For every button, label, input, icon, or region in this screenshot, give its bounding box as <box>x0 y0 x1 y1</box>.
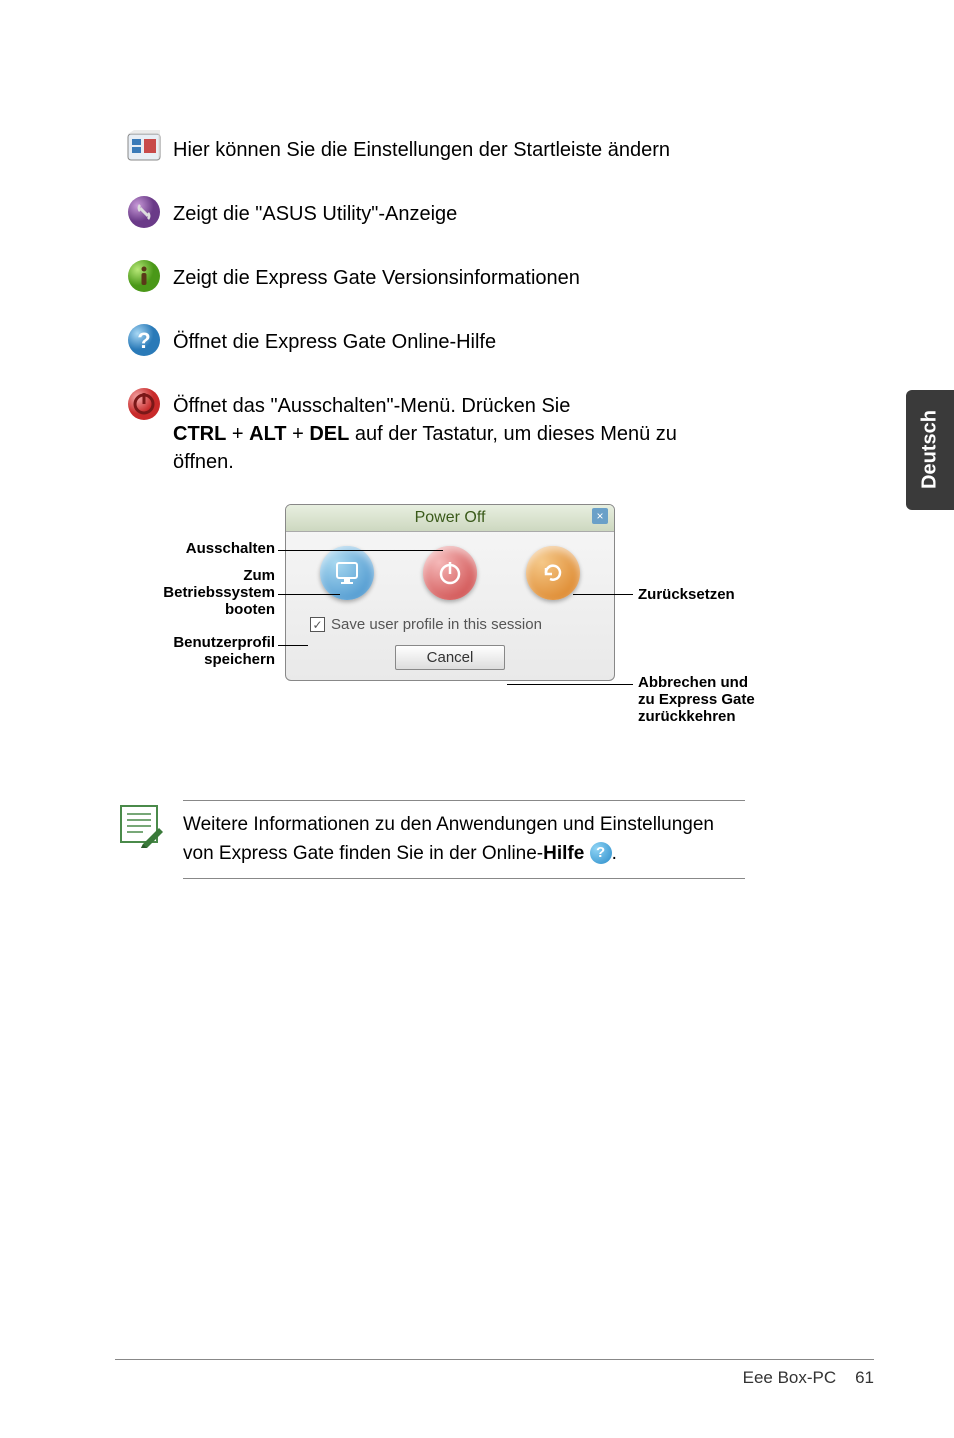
plus: + <box>287 423 310 445</box>
key-del: DEL <box>309 423 349 445</box>
callout-text: booten <box>225 601 275 618</box>
power-off-dialog: Power Off × ✓ Save user pr <box>285 504 615 681</box>
callout-line <box>573 594 633 595</box>
callout-line <box>278 594 340 595</box>
feature-row: Zeigt die Express Gate Versionsinformati… <box>115 258 735 294</box>
callout-shutdown: Ausschalten <box>160 540 275 557</box>
note-period: . <box>612 843 617 864</box>
callout-cancel: Abbrechen und zu Express Gate zurückkehr… <box>638 674 755 725</box>
feature-text: Hier können Sie die Einstellungen der St… <box>173 130 735 164</box>
reset-button[interactable] <box>526 546 580 600</box>
feature-text: Öffnet die Express Gate Online-Hilfe <box>173 322 735 356</box>
note-help-bold: Hilfe <box>543 843 584 864</box>
callout-reset: Zurücksetzen <box>638 586 735 603</box>
footer-page: 61 <box>855 1368 874 1387</box>
language-tab: Deutsch <box>906 390 954 510</box>
help-icon: ? <box>590 842 612 864</box>
callout-text: speichern <box>204 651 275 668</box>
callout-line <box>507 684 633 685</box>
dialog-figure: Power Off × ✓ Save user pr <box>115 504 755 774</box>
feature-row: Öffnet das "Ausschalten"-Menü. Drücken S… <box>115 386 735 476</box>
power-icon <box>115 386 173 422</box>
callout-text: Benutzerprofil <box>173 634 275 651</box>
callout-text: Zum <box>243 567 275 584</box>
cancel-button[interactable]: Cancel <box>395 645 505 670</box>
dialog-title-text: Power Off <box>415 509 486 526</box>
dialog-titlebar: Power Off × <box>286 505 614 532</box>
feature-text: Zeigt die "ASUS Utility"-Anzeige <box>173 194 735 228</box>
feature-row: Hier können Sie die Einstellungen der St… <box>115 130 735 166</box>
info-icon <box>115 258 173 294</box>
shutdown-button[interactable] <box>423 546 477 600</box>
button-row <box>296 546 604 600</box>
plus: + <box>226 423 249 445</box>
save-profile-checkbox[interactable]: ✓ <box>310 617 325 632</box>
feature-row: Zeigt die "ASUS Utility"-Anzeige <box>115 194 735 230</box>
note-line2-pre: von Express Gate finden Sie in der Onlin… <box>183 843 543 864</box>
callout-line <box>278 550 443 551</box>
feature-text: Öffnet das "Ausschalten"-Menü. Drücken S… <box>173 386 735 476</box>
note-icon <box>115 800 163 853</box>
save-profile-label: Save user profile in this session <box>331 616 542 633</box>
page-footer: Eee Box-PC 61 <box>115 1359 874 1388</box>
power-text-prefix: Öffnet das "Ausschalten"-Menü. Drücken S… <box>173 395 570 417</box>
key-ctrl: CTRL <box>173 423 226 445</box>
utility-icon <box>115 194 173 230</box>
note-line1: Weitere Informationen zu den Anwendungen… <box>183 814 714 835</box>
content-area: Hier können Sie die Einstellungen der St… <box>115 130 735 774</box>
dialog-body: ✓ Save user profile in this session Canc… <box>286 532 614 680</box>
save-profile-row: ✓ Save user profile in this session <box>296 616 604 633</box>
note-box: Weitere Informationen zu den Anwendungen… <box>115 800 745 879</box>
feature-text: Zeigt die Express Gate Versionsinformati… <box>173 258 735 292</box>
boot-os-button[interactable] <box>320 546 374 600</box>
settings-icon <box>115 130 173 166</box>
callout-text: zu Express Gate <box>638 691 755 708</box>
callout-text: zurückkehren <box>638 708 736 725</box>
callout-line <box>278 645 308 646</box>
note-text: Weitere Informationen zu den Anwendungen… <box>183 800 745 879</box>
close-icon[interactable]: × <box>592 508 608 524</box>
callout-boot: Zum Betriebssystem booten <box>127 567 275 618</box>
help-icon: ? <box>115 322 173 358</box>
callout-profile: Benutzerprofil speichern <box>127 634 275 668</box>
svg-text:?: ? <box>137 328 150 353</box>
key-alt: ALT <box>249 423 286 445</box>
callout-text: Abbrechen und <box>638 674 748 691</box>
footer-product: Eee Box-PC <box>743 1368 837 1387</box>
callout-text: Betriebssystem <box>163 584 275 601</box>
feature-row: ? Öffnet die Express Gate Online-Hilfe <box>115 322 735 358</box>
